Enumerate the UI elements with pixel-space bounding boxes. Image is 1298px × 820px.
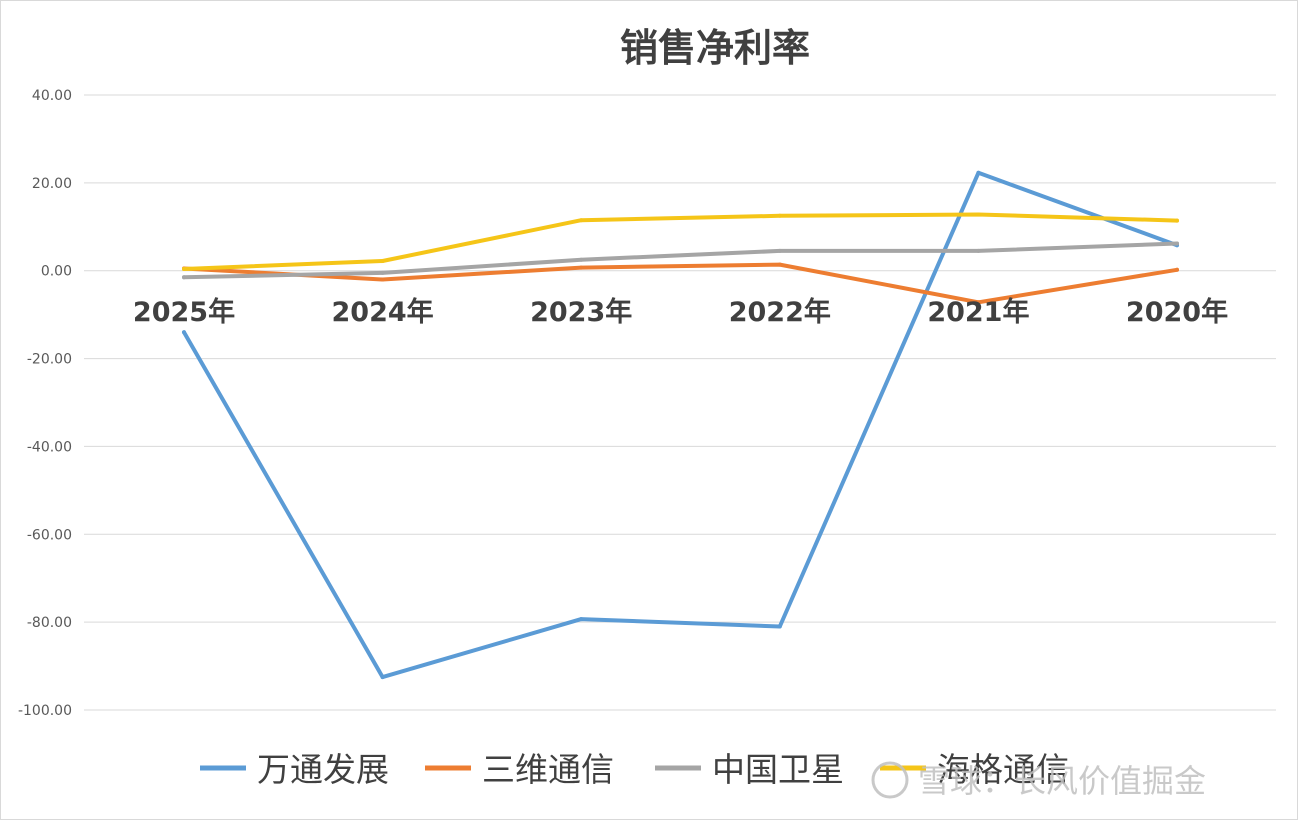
data-point [579, 257, 584, 262]
data-point [182, 330, 186, 335]
series-lines [182, 170, 1179, 680]
legend-entry: 海格通信 [937, 750, 1069, 789]
series-line-1 [182, 262, 1179, 305]
y-tick-label: -60.00 [27, 527, 72, 543]
x-tick-label: 2020年 [1126, 296, 1228, 328]
x-tick-label: 2024年 [332, 296, 434, 328]
data-point [579, 617, 584, 622]
data-point [182, 267, 186, 271]
series-line-3 [182, 212, 1179, 271]
data-point [976, 248, 981, 253]
x-tick-label: 2022年 [729, 296, 831, 328]
series-line-2 [182, 241, 1179, 280]
data-point [1175, 241, 1179, 246]
data-point [976, 212, 981, 217]
data-point [380, 675, 385, 680]
data-point [579, 218, 584, 223]
y-tick-label: -80.00 [27, 615, 72, 631]
x-tick-label: 2021年 [927, 296, 1029, 328]
y-tick-label: -40.00 [27, 439, 72, 455]
legend: 万通发展 三维通信 中国卫星 海格通信 [200, 750, 1069, 789]
series-line-0 [182, 170, 1179, 680]
y-tick-label: -100.00 [18, 703, 72, 719]
data-point [976, 300, 981, 305]
y-tick-label: 40.00 [32, 88, 72, 104]
snowball-logo-icon [871, 761, 909, 799]
data-point [777, 248, 782, 253]
data-point [380, 259, 385, 263]
x-tick-label: 2023年 [530, 296, 632, 328]
legend-entry: 三维通信 [482, 750, 614, 789]
data-point [976, 170, 981, 175]
watermark-text: 雪球：长风价值掘金 [918, 762, 1206, 800]
data-point [777, 213, 782, 218]
data-point [380, 277, 385, 282]
y-tick-label: 0.00 [41, 264, 72, 280]
legend-entry: 万通发展 [257, 750, 389, 789]
data-point [777, 624, 782, 629]
data-point [579, 265, 584, 270]
y-tick-label: 20.00 [32, 176, 72, 192]
data-point [777, 262, 782, 267]
x-axis-ticks: 2025年 2024年 2023年 2022年 2021年 2020年 [133, 296, 1228, 328]
watermark: 雪球：长风价值掘金 [871, 761, 1206, 800]
y-tick-label: -20.00 [27, 352, 72, 368]
data-point [182, 275, 186, 280]
legend-entry: 中国卫星 [712, 750, 844, 789]
data-point [380, 270, 385, 275]
data-point [1175, 267, 1179, 272]
x-tick-label: 2025年 [133, 296, 235, 328]
chart-title: 销售净利率 [620, 26, 810, 70]
gridlines [84, 94, 1276, 711]
y-axis-ticks: 40.00 20.00 0.00 -20.00 -40.00 -60.00 -80.00 -1… [18, 88, 72, 719]
data-point [1175, 218, 1179, 223]
